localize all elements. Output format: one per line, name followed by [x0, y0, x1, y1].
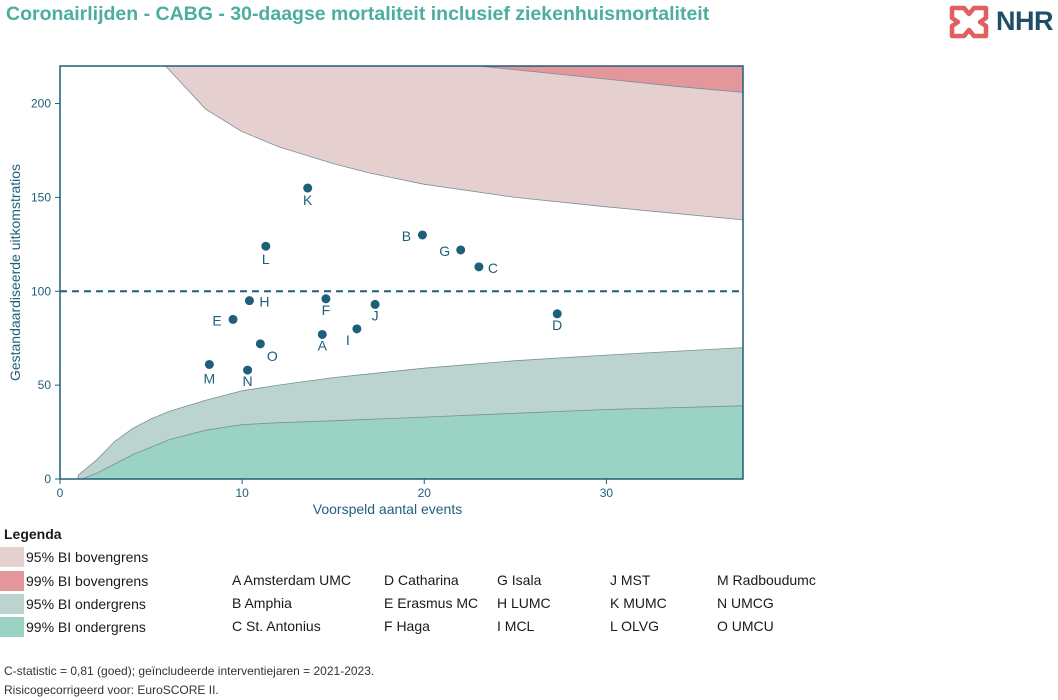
legend-label-lower99: 99% BI ondergrens [26, 619, 146, 635]
band-upper95 [165, 66, 743, 221]
hospital-e: E Erasmus MC [384, 595, 479, 611]
data-label-d: D [552, 317, 562, 333]
footnote-statistic: C-statistic = 0,81 (goed); geïncludeerde… [4, 664, 375, 678]
hospital-o: O UMCU [717, 618, 774, 634]
hospital-b: B Amphia [232, 595, 292, 611]
scatter-chart: A B C D E F G H I J K L M NO 0 50 100 150 200 0 10 20 30 Voors… [7, 65, 744, 517]
hospital-j: J MST [610, 572, 651, 588]
legend-swatch-upper95 [0, 547, 24, 567]
hospital-m: M Radboudumc [717, 572, 816, 588]
y-tick-label: 100 [31, 284, 51, 298]
data-label-g: G [439, 243, 450, 259]
data-point-f [321, 294, 331, 304]
legend-label-lower95: 95% BI ondergrens [26, 596, 146, 612]
data-label-k: K [303, 192, 313, 208]
hospital-n: N UMCG [717, 595, 774, 611]
data-point-k [303, 183, 313, 193]
legend-label-upper99: 99% BI bovengrens [26, 573, 149, 589]
hospital-c: C St. Antonius [232, 618, 321, 634]
page-title: Coronairlijden - CABG - 30-daagse mortal… [6, 3, 710, 25]
data-point-j [370, 299, 380, 309]
nhr-logo: NHR [946, 2, 1056, 42]
data-label-n: N [243, 373, 253, 389]
hospital-l: L OLVG [610, 618, 660, 634]
data-point-i [352, 324, 362, 334]
data-label-a: A [318, 337, 328, 353]
x-tick-label: 30 [600, 486, 614, 500]
data-label-c: C [488, 260, 498, 276]
data-label-h: H [259, 294, 269, 310]
y-tick-label: 50 [38, 378, 52, 392]
legend-item-upper99: 99% BI bovengrens [0, 571, 148, 591]
y-tick-label: 200 [31, 97, 51, 111]
hospital-h: H LUMC [497, 595, 551, 611]
x-tick-label: 10 [235, 486, 249, 500]
data-label-l: L [262, 251, 270, 267]
y-tick-label: 0 [44, 472, 51, 486]
data-label-j: J [372, 307, 379, 323]
hospital-g: G Isala [497, 572, 542, 588]
legend-swatch-lower99 [0, 617, 24, 637]
data-point-o [255, 339, 265, 349]
data-point-n [243, 365, 253, 375]
data-point-g [456, 245, 466, 255]
data-point-b [417, 230, 427, 240]
legend-item-lower95: 95% BI ondergrens [0, 594, 146, 614]
plot-frame [59, 65, 744, 480]
hospital-a: A Amsterdam UMC [232, 572, 352, 588]
data-label-b: B [402, 228, 411, 244]
plot-area: A B C D E F G H I J K L M NO [60, 66, 743, 479]
hospital-d: D Catharina [384, 572, 459, 588]
data-label-e: E [212, 312, 221, 328]
legend-title: Legenda [4, 526, 62, 542]
data-point-m [204, 359, 214, 369]
band-lower99 [81, 405, 743, 479]
data-label-o: O [267, 348, 278, 364]
logo-text: NHR [996, 6, 1054, 36]
data-point-c [474, 262, 484, 272]
data-point-e [228, 314, 238, 324]
x-tick-label: 20 [418, 486, 432, 500]
band-upper99 [478, 66, 743, 93]
y-tick-label: 150 [31, 190, 51, 204]
legend-swatch-lower95 [0, 594, 24, 614]
legend-swatch-upper99 [0, 571, 24, 591]
legend-item-upper95: 95% BI bovengrens [0, 547, 148, 567]
nhr-cross-logo-icon [949, 5, 989, 39]
footnote-riskcorrection: Risicogecorrigeerd voor: EuroSCORE II. [4, 683, 219, 697]
data-label-i: I [346, 332, 350, 348]
y-axis-label: Gestandaardiseerde uitkomstratios [7, 164, 23, 381]
data-point-l [261, 241, 271, 251]
hospital-i: I MCL [497, 618, 535, 634]
data-label-m: M [204, 370, 216, 386]
legend-item-lower99: 99% BI ondergrens [0, 617, 146, 637]
data-point-d [552, 309, 562, 319]
x-tick-label: 0 [57, 486, 64, 500]
data-point-a [317, 329, 327, 339]
x-axis-label: Voorspeld aantal events [313, 501, 462, 517]
data-point-h [244, 296, 254, 306]
hospital-f: F Haga [384, 618, 430, 634]
legend-label-upper95: 95% BI bovengrens [26, 549, 149, 565]
data-label-f: F [322, 302, 331, 318]
hospital-k: K MUMC [610, 595, 667, 611]
